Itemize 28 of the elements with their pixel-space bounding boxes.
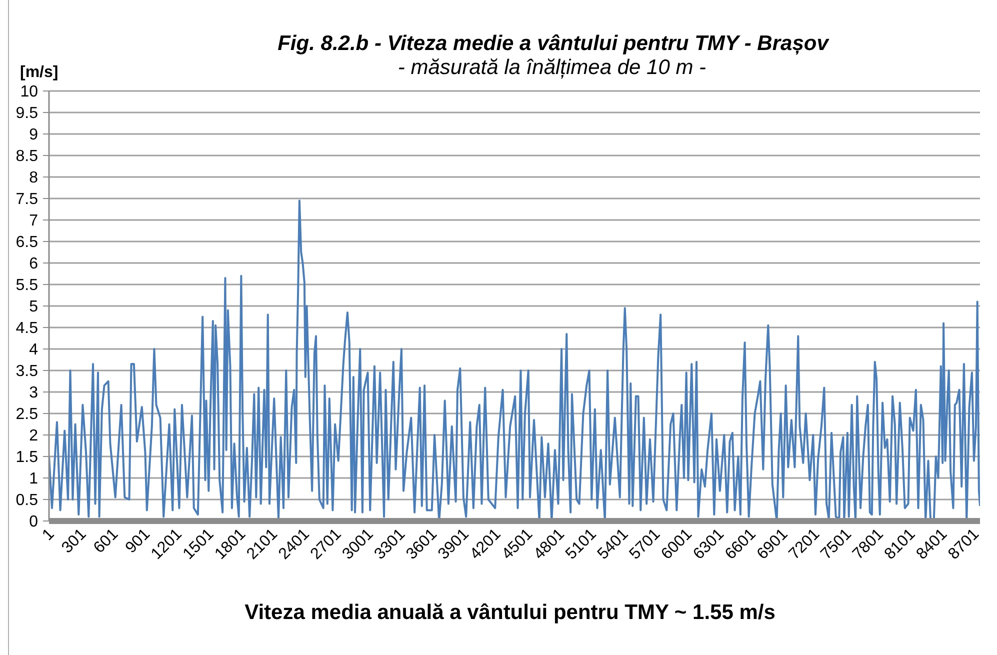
y-tick-label: 5 — [29, 298, 38, 316]
y-tick-label: 8 — [29, 170, 38, 187]
y-tick-label: 8.5 — [16, 148, 38, 166]
x-tick-label: 301 — [58, 526, 90, 557]
y-tick-label: 2 — [29, 428, 38, 445]
y-tick-label: 0.5 — [16, 492, 38, 510]
chart-subtitle: - măsurată la înălțimea de 10 m - — [396, 55, 708, 80]
y-tick-label: 1.5 — [16, 449, 38, 466]
y-tick-label: 7.5 — [16, 191, 38, 208]
y-tick-label: 4 — [29, 342, 38, 359]
y-tick-label: 3.5 — [16, 363, 38, 380]
x-tick-label: 601 — [90, 526, 122, 557]
text: Viteza media anuală a vântului pentru TMY ~ 1.55 m/s — [244, 600, 776, 625]
y-tick-label: 0 — [29, 514, 38, 531]
y-tick-label: 3 — [29, 384, 38, 402]
y-tick-label: 1 — [29, 470, 38, 488]
y-tick-label: 10 — [20, 84, 38, 101]
y-tick-label: 5.5 — [16, 277, 38, 294]
y-tick-label: 6.5 — [16, 234, 38, 252]
y-tick-label: 9 — [29, 126, 38, 144]
chart-title: Fig. 8.2.b - Viteza medie a vântului pentru TMY - Brașov — [276, 31, 830, 56]
y-tick-label: 4.5 — [16, 320, 38, 338]
line-series — [49, 200, 980, 521]
y-axis-title: [m/s] — [20, 63, 58, 83]
y-tick-label: 7 — [29, 212, 38, 230]
y-tick-label: 6 — [29, 256, 38, 273]
y-tick-label: 9.5 — [16, 105, 38, 122]
y-tick-label: 2.5 — [16, 406, 38, 424]
